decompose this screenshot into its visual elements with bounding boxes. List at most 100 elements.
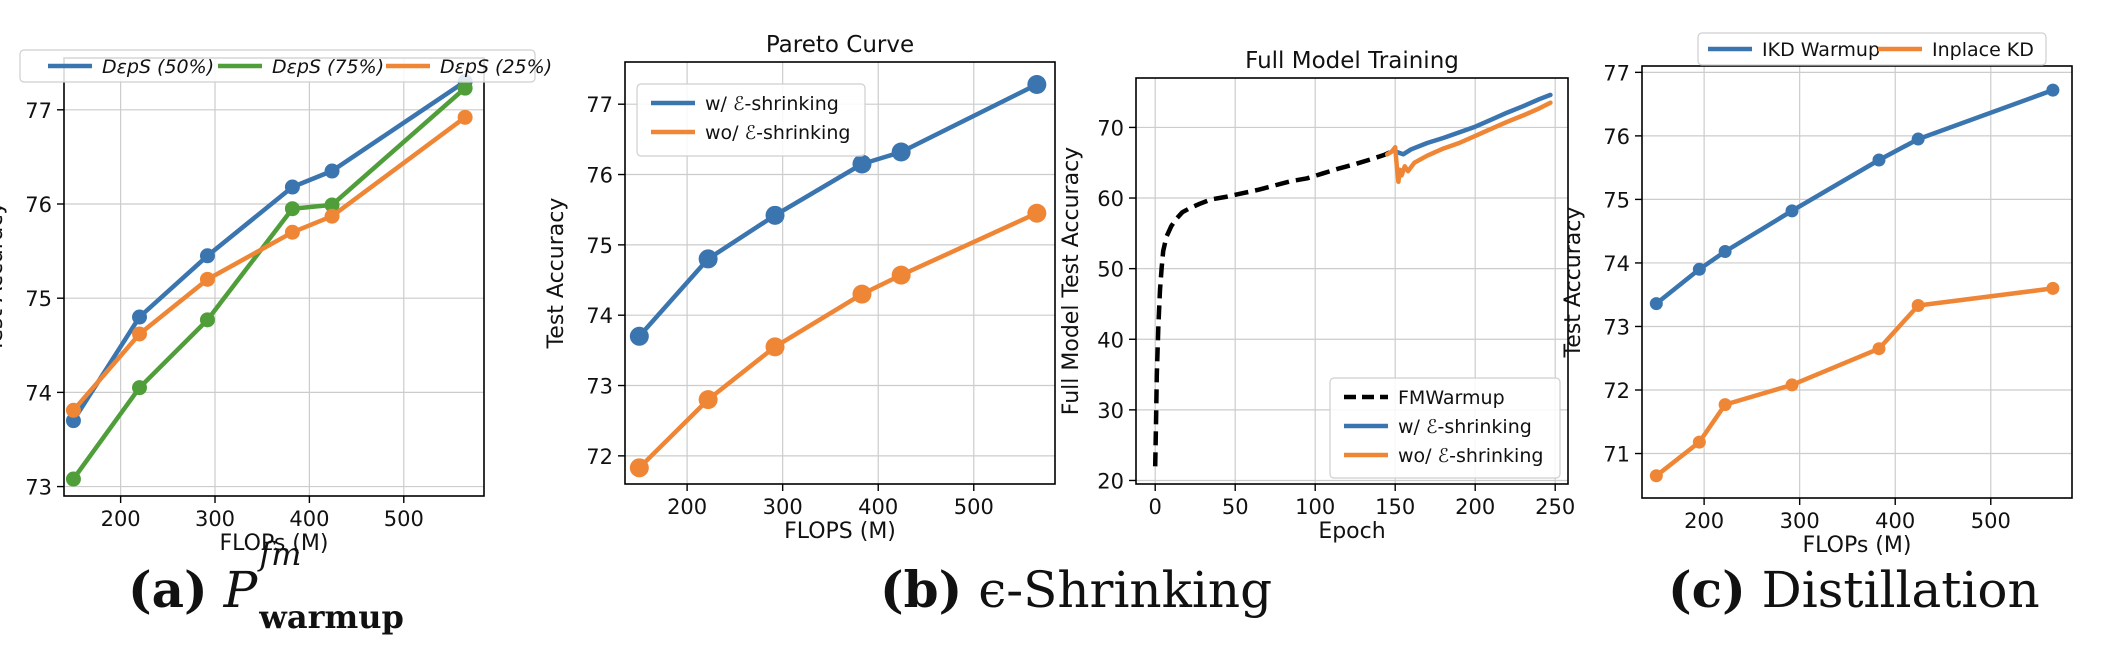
data-point (698, 249, 718, 269)
y-tick-label: 72 (586, 445, 613, 469)
y-tick-label: 75 (586, 234, 613, 258)
data-point (1872, 153, 1886, 167)
series-line-2 (1654, 286, 2056, 479)
data-point (199, 312, 215, 328)
y-tick-label: 50 (1097, 258, 1124, 282)
legend-label-3: DεpS (25%) (440, 56, 552, 78)
data-point (132, 380, 148, 396)
data-point (852, 284, 872, 304)
y-tick-label: 72 (1603, 379, 1630, 403)
data-point (1911, 299, 1925, 313)
data-point (1718, 245, 1732, 259)
legend-label-2: wo/ ℰ-shrinking (705, 122, 850, 144)
plot-frame (1641, 65, 2073, 499)
series-line-1 (71, 79, 468, 423)
y-tick-label: 73 (25, 476, 52, 500)
legend: IKD Warmup Inplace KD (1697, 32, 2047, 66)
legend: DεpS (50%) DεpS (75%) DεpS (25%) (19, 49, 552, 83)
y-tick-label: 30 (1097, 399, 1124, 423)
y-tick-label: 40 (1097, 328, 1124, 352)
y-axis-label: Full Model Test Accuracy (1059, 147, 1084, 415)
data-point (1649, 297, 1663, 311)
x-axis-label: Epoch (1318, 519, 1385, 544)
legend-label-2: w/ ℰ-shrinking (1398, 416, 1532, 438)
series-line-3 (71, 115, 468, 413)
data-point (1692, 435, 1706, 449)
data-point (1911, 132, 1925, 146)
y-tick-label: 74 (25, 381, 52, 405)
legend: w/ ℰ-shrinking wo/ ℰ-shrinking (636, 83, 866, 157)
plot-frame (624, 61, 1056, 485)
y-tick-label: 77 (1603, 61, 1630, 85)
data-point (65, 402, 81, 418)
legend-label-1: w/ ℰ-shrinking (705, 93, 839, 115)
data-point (629, 326, 649, 346)
data-point (324, 163, 340, 179)
x-tick-label: 300 (1780, 509, 1820, 533)
x-tick-label: 100 (1295, 495, 1335, 519)
x-tick-label: 400 (289, 507, 329, 531)
legend-label-1: DεpS (50%) (102, 56, 214, 78)
caption-b-label: (b) (880, 560, 963, 619)
chart-panel-3: 0 50 100 150 200 250 20 30 40 50 60 70 Epoch Full Mod… (1059, 48, 1575, 544)
data-point (891, 142, 911, 162)
x-tick-label: 0 (1149, 495, 1162, 519)
y-tick-label: 77 (25, 99, 52, 123)
legend-box (19, 49, 536, 83)
chart-panel-4: 200 300 400 500 71 72 73 74 75 76 77 FLOPs (M) Test … (1561, 32, 2073, 558)
x-tick-label: 500 (954, 495, 994, 519)
legend-box (1697, 32, 2047, 66)
y-axis-label: Test Accuracy (1561, 207, 1586, 359)
data-point (2046, 83, 2060, 97)
caption-a-math: P (223, 561, 258, 619)
data-point (1785, 204, 1799, 218)
y-tick-label: 74 (586, 304, 613, 328)
y-tick-label: 75 (25, 287, 52, 311)
data-point (765, 205, 785, 225)
y-tick-label: 75 (1603, 188, 1630, 212)
caption-b: (b) ϵ-Shrinking (880, 560, 1272, 619)
data-point (324, 208, 340, 224)
data-point (629, 458, 649, 478)
data-point (284, 201, 300, 217)
y-tick-label: 76 (1603, 125, 1630, 149)
y-tick-label: 71 (1603, 443, 1630, 467)
x-tick-label: 500 (1971, 509, 2011, 533)
data-point (765, 337, 785, 357)
data-point (1692, 262, 1706, 276)
y-tick-label: 76 (586, 164, 613, 188)
x-tick-label: 200 (667, 495, 707, 519)
caption-a-label: (a) (128, 560, 208, 619)
chart-title: Full Model Training (1245, 48, 1459, 74)
chart-panel-2: 200 300 400 500 72 73 74 75 76 77 FLOPS (M) Test Ac… (544, 32, 1056, 544)
chart-panel-1: 200 300 400 500 73 74 75 76 77 FLOPs (M) Test Accu… (0, 49, 552, 556)
x-tick-label: 250 (1535, 495, 1575, 519)
x-tick-label: 300 (195, 507, 235, 531)
legend: FMWarmup w/ ℰ-shrinking wo/ ℰ-shrinking (1329, 377, 1561, 479)
y-tick-label: 77 (586, 93, 613, 117)
series-line-1 (637, 82, 1040, 339)
x-axis-label: FLOPs (M) (1803, 533, 1912, 558)
data-point (1872, 342, 1886, 356)
legend-label-2: DεpS (75%) (272, 56, 384, 78)
series-line-2 (1392, 92, 1553, 157)
x-tick-label: 400 (1875, 509, 1915, 533)
y-tick-label: 76 (25, 193, 52, 217)
y-tick-label: 60 (1097, 187, 1124, 211)
y-tick-label: 20 (1097, 469, 1124, 493)
data-point (2046, 281, 2060, 295)
y-tick-label: 73 (586, 375, 613, 399)
x-tick-label: 500 (384, 507, 424, 531)
caption-a-sup: fm (259, 535, 302, 573)
y-tick-label: 74 (1603, 252, 1630, 276)
series-line-2 (71, 85, 468, 482)
data-point (698, 390, 718, 410)
data-point (284, 224, 300, 240)
series-line-1 (1654, 87, 2056, 306)
data-point (891, 265, 911, 285)
data-point (132, 309, 148, 325)
data-point (65, 471, 81, 487)
x-tick-label: 300 (763, 495, 803, 519)
